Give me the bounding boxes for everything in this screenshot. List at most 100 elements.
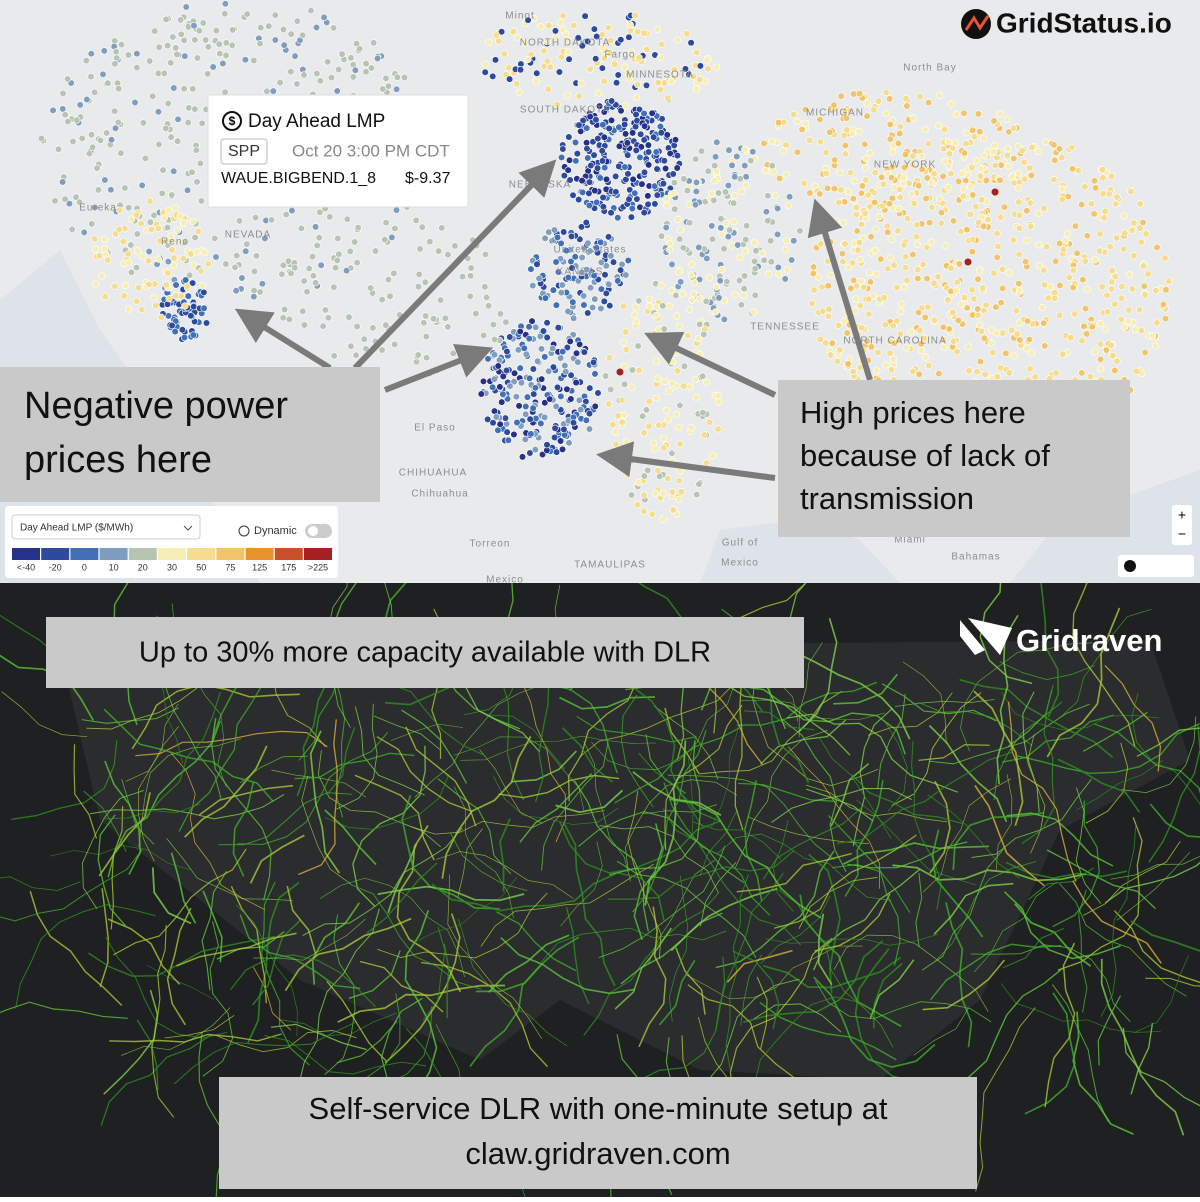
dot (780, 148, 787, 155)
dot (935, 273, 942, 280)
dot (726, 227, 733, 234)
dot (163, 125, 170, 132)
dot (108, 186, 115, 193)
dot (556, 69, 563, 76)
dot (570, 192, 577, 199)
dot (492, 57, 499, 64)
dot (724, 278, 731, 285)
dot (663, 195, 670, 202)
dot (583, 417, 590, 424)
dot (99, 273, 106, 280)
dot (1001, 204, 1008, 211)
legend-label: -20 (49, 562, 62, 572)
dot (837, 346, 844, 353)
dot (569, 299, 576, 306)
dot (1053, 370, 1060, 377)
dot (205, 44, 212, 51)
dot (171, 255, 178, 262)
dot (513, 393, 520, 400)
dot (541, 354, 548, 361)
dot (370, 40, 377, 47)
dot (1066, 274, 1073, 281)
dot (861, 284, 868, 291)
dot (100, 71, 107, 78)
dot (676, 496, 683, 503)
dot (1162, 315, 1169, 322)
legend-label: 75 (225, 562, 235, 572)
dot (961, 110, 968, 117)
dot (641, 169, 648, 176)
dot (834, 358, 841, 365)
dot (743, 173, 750, 180)
dot (969, 248, 976, 255)
dot (516, 403, 523, 410)
dot (125, 306, 132, 313)
dot (264, 88, 271, 95)
dot (1006, 269, 1013, 276)
dot (884, 265, 891, 272)
dot (731, 192, 738, 199)
dot (610, 460, 617, 467)
place-label: Eureka (79, 203, 117, 214)
dot (902, 151, 909, 158)
dot (858, 221, 865, 228)
dot (721, 316, 728, 323)
dot (391, 270, 398, 277)
callout-text: prices here (24, 439, 212, 481)
dot (593, 116, 600, 123)
place-label: MINNESOTA (626, 70, 694, 81)
dot (658, 282, 665, 289)
dot (518, 379, 525, 386)
dot (1082, 258, 1089, 265)
dot (692, 201, 699, 208)
dot (961, 294, 968, 301)
dot (332, 264, 339, 271)
dot (1119, 283, 1126, 290)
dot (1129, 227, 1136, 234)
dot (621, 381, 628, 388)
dot (883, 362, 890, 369)
dot (994, 373, 1001, 380)
dot (528, 266, 535, 273)
dot (546, 396, 553, 403)
dot (553, 403, 560, 410)
dot (1092, 257, 1099, 264)
dot (601, 164, 608, 171)
dot (517, 365, 524, 372)
dot (385, 276, 392, 283)
dot (540, 328, 547, 335)
dot (570, 419, 577, 426)
legend-selector-label: Day Ahead LMP ($/MWh) (20, 523, 133, 534)
dot (923, 195, 930, 202)
dot (243, 241, 250, 248)
dot (997, 111, 1004, 118)
dot (1089, 323, 1096, 330)
dot (917, 93, 924, 100)
dot (751, 309, 758, 316)
dot (1016, 225, 1023, 232)
dot (810, 264, 817, 271)
dot (782, 276, 789, 283)
dot (159, 190, 166, 197)
dot (1079, 338, 1086, 345)
dot (669, 380, 676, 387)
dot (1010, 125, 1017, 132)
dot (1011, 155, 1018, 162)
dot (182, 303, 189, 310)
dot (669, 261, 676, 268)
dot (480, 332, 487, 339)
legend-swatch (216, 548, 244, 560)
dot (936, 92, 943, 99)
dot (801, 180, 808, 187)
dot (478, 391, 485, 398)
dot (185, 119, 192, 126)
dot (718, 231, 725, 238)
dot (671, 179, 678, 186)
dot (608, 117, 615, 124)
legend-label: 50 (196, 562, 206, 572)
dot (1132, 326, 1139, 333)
dot (283, 211, 290, 218)
dot (147, 198, 154, 205)
dot (112, 60, 119, 67)
dot (838, 187, 845, 194)
